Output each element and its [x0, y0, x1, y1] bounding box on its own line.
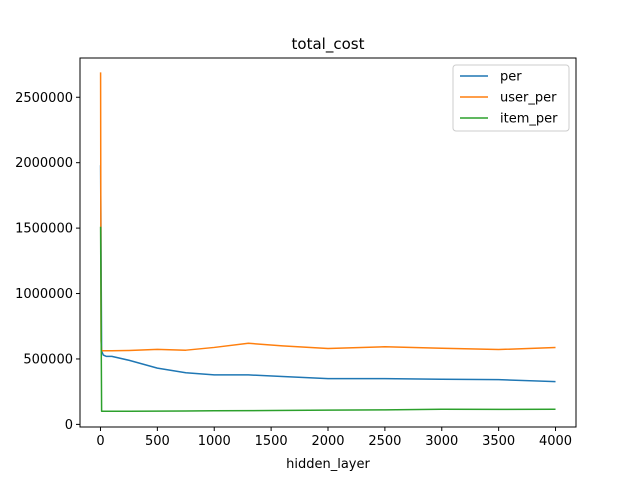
series-line-per	[99, 165, 556, 383]
legend-box	[452, 64, 570, 132]
legend-label-per: per	[500, 70, 522, 85]
y-tick-label: 1500000	[15, 222, 73, 237]
chart-title: total_cost	[292, 35, 365, 54]
x-tick-label: 3000	[425, 434, 458, 449]
x-tick-label: 3500	[482, 434, 515, 449]
y-tick-label: 2000000	[15, 156, 73, 171]
x-tick-label: 0	[96, 434, 104, 449]
legend: per user_per item_per	[452, 64, 570, 132]
x-axis: 0 500 1000 1500 2000 2500 3000 3500 4000	[96, 427, 572, 449]
series-line-item_per	[99, 226, 556, 413]
y-tick-label: 2500000	[15, 91, 73, 106]
y-tick-label: 0	[65, 418, 73, 433]
x-tick-label: 1500	[255, 434, 288, 449]
series-layer	[99, 72, 556, 413]
x-tick-label: 2500	[368, 434, 401, 449]
legend-label-user_per: user_per	[500, 91, 557, 106]
x-tick-label: 1000	[198, 434, 231, 449]
x-axis-label: hidden_layer	[286, 457, 370, 472]
y-tick-label: 500000	[23, 352, 73, 367]
x-tick-label: 2000	[311, 434, 344, 449]
y-tick-label: 1000000	[15, 287, 73, 302]
series-line-user_per	[99, 72, 556, 352]
x-tick-label: 4000	[539, 434, 572, 449]
y-axis: 0 500000 1000000 1500000 2000000 2500000	[15, 91, 80, 433]
x-tick-label: 500	[145, 434, 170, 449]
legend-label-item_per: item_per	[500, 112, 558, 127]
